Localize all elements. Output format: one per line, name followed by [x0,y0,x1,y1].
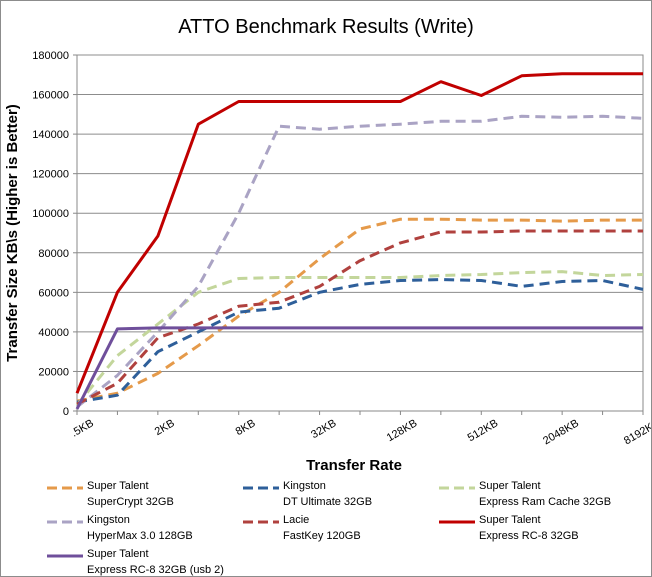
series-layer [75,72,644,410]
grid-lines [73,54,644,415]
legend-sublabel-4: FastKey 120GB [283,530,361,542]
x-tick-label: 32KB [309,417,338,441]
x-tick-label: 512KB [466,417,501,444]
x-tick-label: .5KB [69,417,96,439]
y-tick-label: 120000 [32,169,69,181]
legend-label-0: Super Talent [87,480,149,492]
chart-title: ATTO Benchmark Results (Write) [178,16,474,38]
series-line-1 [76,278,644,404]
legend-sublabel-5: Express RC-8 32GB [479,530,579,542]
legend-label-4: Lacie [283,514,309,526]
y-tick-label: 0 [63,406,69,418]
series-line-4 [76,229,643,406]
y-axis-title: Transfer Size KB\s (Higher is Better) [4,104,21,362]
legend-label-6: Super Talent [87,548,149,560]
series-line-5 [75,72,643,394]
series-line-3 [76,114,644,409]
legend-sublabel-1: DT Ultimate 32GB [283,496,372,508]
y-tick-label: 40000 [38,327,69,339]
series-line-6 [75,326,643,410]
legend-sublabel-2: Express Ram Cache 32GB [479,496,611,508]
y-tick-label: 160000 [32,90,69,102]
series-line-2 [75,270,644,407]
series-line-0 [76,217,643,403]
y-tick-label: 20000 [38,366,69,378]
legend: Super Talent SuperCrypt 32GB Kingston DT Ul… [47,480,611,576]
plot-area [76,54,644,412]
legend-sublabel-3: HyperMax 3.0 128GB [87,530,193,542]
y-tick-label: 80000 [38,248,69,260]
x-tick-label: 2KB [153,417,177,438]
legend-label-5: Super Talent [479,514,541,526]
y-tick-label: 140000 [32,129,69,141]
x-tick-label: 128KB [385,417,420,444]
x-tick-labels: .5KB 2KB 8KB 32KB 128KB 512KB 2048KB 8192KB [69,417,651,447]
y-tick-label: 60000 [38,287,69,299]
legend-label-2: Super Talent [479,480,541,492]
legend-sublabel-6: Express RC-8 32GB (usb 2) [87,564,224,576]
x-tick-label: 8KB [234,417,258,438]
legend-label-1: Kingston [283,480,326,492]
x-tick-label: 2048KB [541,417,581,447]
legend-sublabel-0: SuperCrypt 32GB [87,496,174,508]
y-tick-label: 180000 [32,50,69,62]
y-tick-label: 100000 [32,208,69,220]
y-tick-labels: 0 20000 40000 60000 80000 100000 120000 140000 1… [32,50,69,418]
x-axis-title: Transfer Rate [306,457,402,474]
legend-label-3: Kingston [87,514,130,526]
x-tick-label: 8192KB [622,417,651,447]
